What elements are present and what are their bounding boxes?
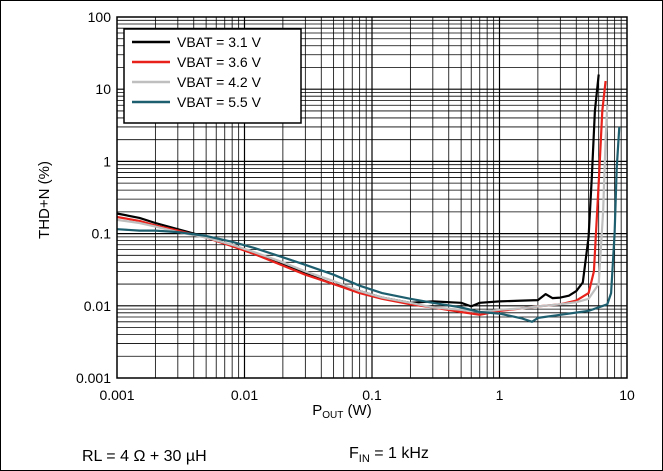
series-lines (116, 74, 621, 323)
series-line (116, 105, 609, 314)
x-tick-label: 10 (619, 387, 635, 403)
legend-label: VBAT = 3.1 V (177, 34, 262, 50)
y-tick-label: 100 (88, 9, 112, 25)
legend-label: VBAT = 3.6 V (177, 54, 262, 70)
x-tick-label: 0.1 (362, 387, 382, 403)
series-line (116, 126, 621, 323)
x-axis-label: POUT (W) (312, 402, 371, 421)
y-tick-label: 0.01 (84, 298, 111, 314)
y-tick-label: 0.1 (92, 226, 112, 242)
y-tick-label: 0.001 (76, 370, 111, 386)
y-tick-label: 1 (103, 153, 111, 169)
y-tick-label: 10 (95, 81, 111, 97)
x-tick-label: 0.001 (99, 387, 134, 403)
legend-label: VBAT = 4.2 V (177, 74, 262, 90)
legend-box (123, 28, 302, 124)
plot-frame (116, 16, 628, 379)
y-axis-label: THD+N (%) (36, 161, 53, 239)
legend: VBAT = 3.1 V VBAT = 3.6 V VBAT = 4.2 V VBAT… (123, 28, 302, 124)
x-tick-label: 0.01 (231, 387, 258, 403)
legend-label: VBAT = 5.5 V (177, 94, 262, 110)
load-annotation: RL = 4 Ω + 30 µH (82, 448, 207, 465)
fin-annotation: FIN = 1 kHz (349, 445, 429, 465)
tick-labels: 0.001 0.01 0.1 1 10 0.001 0.01 0.1 1 10 100 (76, 9, 635, 403)
x-tick-label: 1 (496, 387, 504, 403)
